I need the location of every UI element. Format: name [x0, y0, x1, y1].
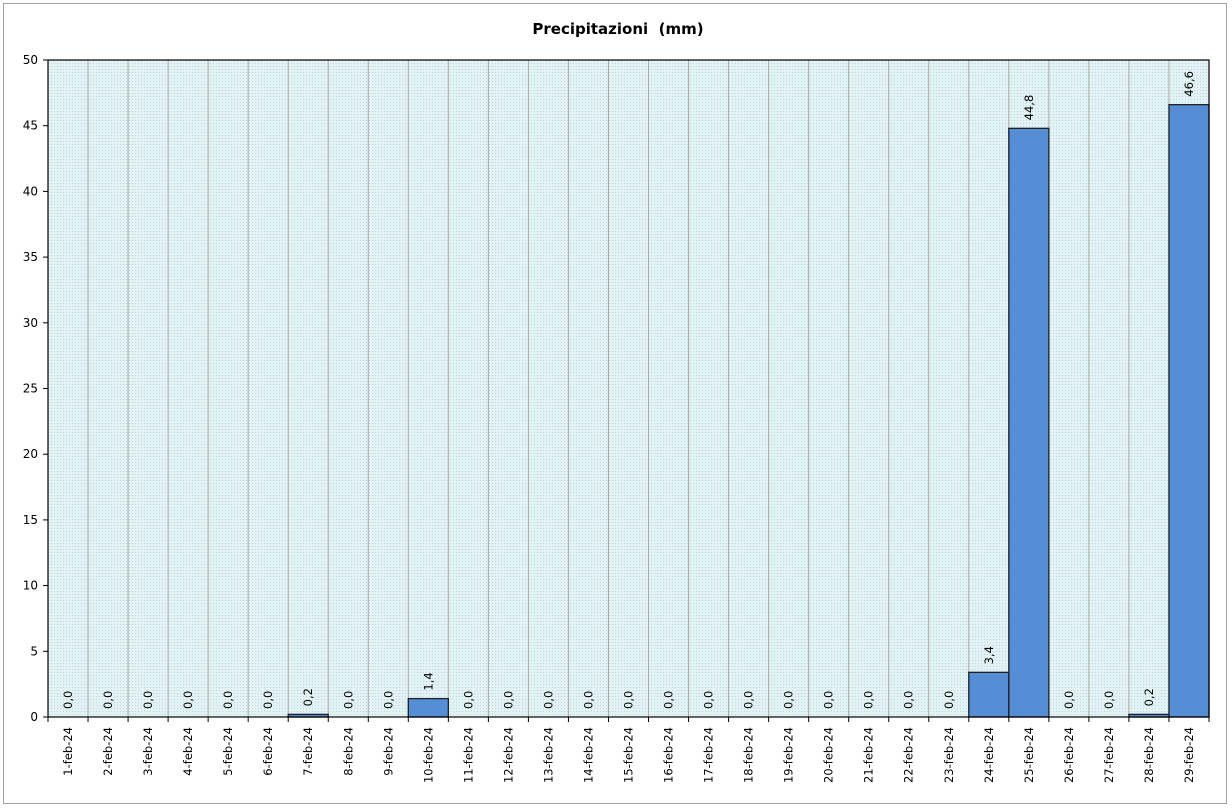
data-label: 0,2	[1142, 688, 1156, 706]
y-tick-label: 50	[23, 53, 38, 67]
data-label: 0,0	[622, 691, 636, 709]
data-label: 0,2	[301, 688, 315, 706]
x-tick-label: 18-feb-24	[742, 727, 756, 783]
data-label: 0,0	[461, 691, 475, 709]
data-label: 0,0	[61, 691, 75, 709]
data-label: 0,0	[261, 691, 275, 709]
data-label: 0,0	[541, 691, 555, 709]
y-tick-label: 0	[30, 710, 38, 724]
x-tick-label: 13-feb-24	[541, 727, 555, 783]
y-tick-label: 20	[23, 447, 38, 461]
bar	[968, 671, 1010, 718]
x-tick-label: 6-feb-24	[261, 727, 275, 776]
x-tick-label: 26-feb-24	[1062, 727, 1076, 783]
y-tick-label: 30	[23, 316, 38, 330]
y-tick-label: 40	[23, 184, 38, 198]
data-label: 0,0	[662, 691, 676, 709]
y-tick-label: 15	[23, 513, 38, 527]
data-label: 0,0	[822, 691, 836, 709]
data-label: 0,0	[862, 691, 876, 709]
y-tick-label: 45	[23, 119, 38, 133]
data-label: 0,0	[1102, 691, 1116, 709]
data-label: 0,0	[782, 691, 796, 709]
x-tick-label: 8-feb-24	[341, 727, 355, 776]
x-tick-label: 1-feb-24	[61, 727, 75, 776]
x-tick-label: 20-feb-24	[822, 727, 836, 783]
y-tick-label: 25	[23, 382, 38, 396]
data-label: 0,0	[902, 691, 916, 709]
y-tick-label: 5	[30, 644, 38, 658]
data-label: 0,0	[101, 691, 115, 709]
x-tick-label: 27-feb-24	[1102, 727, 1116, 783]
x-tick-label: 3-feb-24	[141, 727, 155, 776]
data-label: 0,0	[501, 691, 515, 709]
x-tick-label: 10-feb-24	[421, 727, 435, 783]
data-label: 0,0	[221, 691, 235, 709]
data-label: 1,4	[421, 672, 435, 690]
x-tick-label: 4-feb-24	[181, 727, 195, 776]
data-label: 0,0	[581, 691, 595, 709]
x-tick-label: 22-feb-24	[902, 727, 916, 783]
data-label: 0,0	[381, 691, 395, 709]
bar	[1168, 104, 1210, 718]
x-tick-label: 5-feb-24	[221, 727, 235, 776]
data-label: 46,6	[1182, 71, 1196, 97]
x-tick-label: 23-feb-24	[942, 727, 956, 783]
data-label: 0,0	[942, 691, 956, 709]
data-label: 0,0	[341, 691, 355, 709]
chart-title: Precipitazioni (mm)	[532, 20, 704, 38]
bar	[407, 697, 449, 718]
data-label: 0,0	[742, 691, 756, 709]
data-label: 0,0	[141, 691, 155, 709]
x-tick-label: 9-feb-24	[381, 727, 395, 776]
x-tick-label: 24-feb-24	[982, 727, 996, 783]
x-tick-label: 2-feb-24	[101, 727, 115, 776]
x-tick-label: 12-feb-24	[501, 727, 515, 783]
x-tick-label: 11-feb-24	[461, 727, 475, 783]
x-tick-label: 19-feb-24	[782, 727, 796, 783]
data-label: 44,8	[1022, 95, 1036, 121]
data-label: 0,0	[1062, 691, 1076, 709]
x-tick-label: 16-feb-24	[662, 727, 676, 783]
data-label: 0,0	[181, 691, 195, 709]
bar	[1008, 127, 1050, 718]
x-tick-label: 28-feb-24	[1142, 727, 1156, 783]
data-label: 3,4	[982, 646, 996, 664]
x-tick-label: 17-feb-24	[702, 727, 716, 783]
x-tick-label: 15-feb-24	[622, 727, 636, 783]
x-tick-label: 29-feb-24	[1182, 727, 1196, 783]
y-tick-label: 10	[23, 579, 38, 593]
x-tick-label: 25-feb-24	[1022, 727, 1036, 783]
y-tick-label: 35	[23, 250, 38, 264]
x-tick-label: 7-feb-24	[301, 727, 315, 776]
x-tick-label: 14-feb-24	[581, 727, 595, 783]
data-label: 0,0	[702, 691, 716, 709]
x-tick-label: 21-feb-24	[862, 727, 876, 783]
